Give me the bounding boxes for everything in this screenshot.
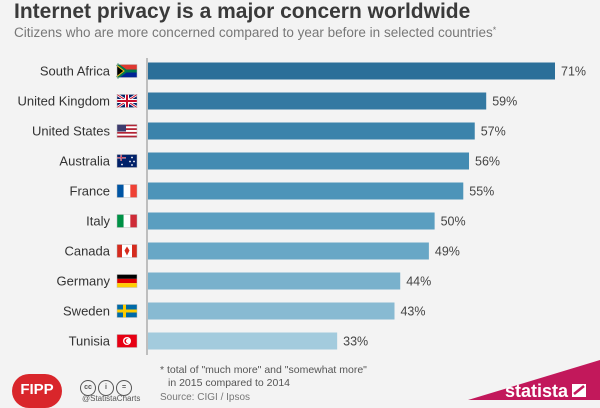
bar-row: Germany 44%	[57, 272, 431, 290]
tunisia-flag-icon	[116, 334, 138, 348]
sweden-flag-icon	[116, 304, 138, 318]
category-label: Australia	[59, 154, 110, 169]
value-label: 71%	[561, 65, 586, 79]
value-label: 50%	[441, 215, 466, 229]
bar	[148, 242, 429, 260]
value-label: 59%	[492, 95, 517, 109]
category-label: United States	[32, 124, 111, 139]
value-label: 49%	[435, 245, 460, 259]
category-label: France	[70, 184, 110, 199]
bar-row: Tunisia 33%	[69, 332, 368, 350]
chart-subtitle: Citizens who are more concerned compared…	[14, 25, 496, 40]
subtitle-asterisk: *	[492, 25, 497, 35]
italy-flag-icon	[116, 214, 138, 228]
footnote: * total of "much more" and "somewhat mor…	[160, 364, 410, 390]
us-flag-icon	[116, 124, 138, 138]
footnote-line-2: in 2015 compared to 2014	[168, 377, 291, 389]
category-label: Germany	[57, 274, 111, 289]
bar-row: Canada 49%	[64, 242, 460, 260]
license-icons: cc i =	[80, 376, 134, 396]
statista-banner	[468, 360, 600, 400]
category-label: South Africa	[40, 64, 111, 79]
subtitle-text: Citizens who are more concerned compared…	[14, 25, 493, 40]
value-label: 43%	[400, 305, 425, 319]
category-label: Canada	[64, 244, 110, 259]
footnote-line-1: * total of "much more" and "somewhat mor…	[160, 364, 367, 376]
france-flag-icon	[116, 184, 138, 198]
category-label: United Kingdom	[18, 94, 111, 109]
bar	[148, 272, 401, 290]
cc-icon: cc	[80, 380, 96, 396]
value-label: 55%	[469, 185, 494, 199]
bar	[148, 302, 395, 320]
nd-icon: =	[116, 380, 132, 396]
by-icon: i	[98, 380, 114, 396]
category-label: Sweden	[63, 304, 110, 319]
bar-row: Australia 56%	[59, 152, 500, 170]
bar-row: United Kingdom 59%	[18, 92, 517, 110]
uk-flag-icon	[116, 93, 138, 109]
value-label: 33%	[343, 335, 368, 349]
value-label: 57%	[481, 125, 506, 139]
statista-mark-icon	[572, 384, 586, 397]
australia-flag-icon	[116, 154, 138, 168]
bar	[148, 122, 475, 140]
south-africa-flag-icon	[116, 63, 138, 79]
source-note: Source: CIGI / Ipsos	[160, 392, 251, 403]
bar-row: Italy 50%	[86, 212, 466, 230]
bar-row: France 55%	[70, 182, 494, 200]
bar	[148, 62, 555, 80]
bar	[148, 152, 470, 170]
canada-flag-icon	[116, 244, 138, 258]
statista-handle: @StatistaCharts	[82, 394, 141, 403]
bar	[148, 182, 464, 200]
value-label: 44%	[406, 275, 431, 289]
bar-row: South Africa 71%	[40, 62, 586, 80]
category-label: Tunisia	[69, 334, 111, 349]
category-label: Italy	[86, 214, 110, 229]
bar	[148, 212, 435, 230]
bar	[148, 92, 487, 110]
chart-title: Internet privacy is a major concern worl…	[14, 0, 471, 23]
germany-flag-icon	[116, 274, 138, 288]
statista-logo: statista	[505, 381, 569, 401]
bar	[148, 332, 338, 350]
value-label: 56%	[475, 155, 500, 169]
bar-row: United States 57%	[32, 122, 506, 140]
bar-row: Sweden 43%	[63, 302, 426, 320]
